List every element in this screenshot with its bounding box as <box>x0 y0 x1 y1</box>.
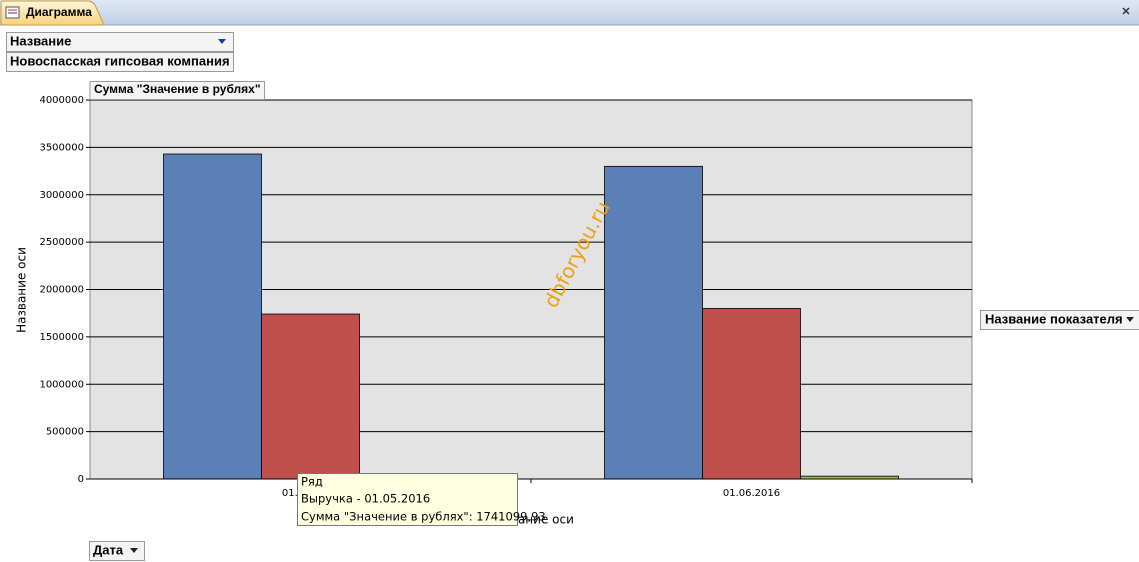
y-tick-label: 2000000 <box>39 285 84 296</box>
tooltip-line: Выручка - 01.05.2016 <box>301 492 430 506</box>
chart-title: Сумма "Значение в рублях" <box>94 82 261 96</box>
tooltip-line: Ряд <box>301 475 323 489</box>
dropdown-arrow <box>218 39 226 44</box>
chart: 0 500000 1000000 1500000 2000000 2500000 30000… <box>15 81 973 527</box>
dropdown-arrow <box>130 548 138 553</box>
close-button[interactable] <box>1122 7 1130 15</box>
y-tick-label: 2500000 <box>39 237 84 248</box>
series-field: Название показателя <box>985 311 1123 326</box>
category-field: Дата <box>93 542 124 557</box>
bar <box>163 153 262 480</box>
bar <box>604 165 703 480</box>
tooltip-line: Сумма "Значение в рублях": 1741099,93 <box>301 510 546 524</box>
series-field-button[interactable] <box>980 310 1139 330</box>
category-field-button[interactable] <box>89 541 145 561</box>
filter-field-button[interactable] <box>6 32 234 52</box>
y-tick-label: 3500000 <box>39 142 84 153</box>
y-tick-label: 1500000 <box>39 332 84 343</box>
y-tick-label: 4000000 <box>39 95 84 106</box>
bar <box>261 313 360 480</box>
chart-title-box <box>89 81 266 100</box>
y-tick-label: 1000000 <box>39 379 84 390</box>
x-tick-label: 01.06.2016 <box>723 488 780 499</box>
filter-field: Название <box>10 33 71 48</box>
tooltip: Ряд Выручка - 01.05.2016 Сумма "Значение… <box>297 473 546 526</box>
tab[interactable] <box>0 0 105 26</box>
y-tick-label: 500000 <box>46 427 84 438</box>
dropdown-arrow <box>1126 317 1134 322</box>
y-tick-label: 0 <box>78 474 84 485</box>
filter-value-box <box>6 52 234 72</box>
tab-bar <box>0 0 1139 25</box>
bar <box>702 308 801 480</box>
y-axis-title: Название оси <box>15 247 29 333</box>
tab-title: Диаграмма <box>26 5 92 19</box>
y-tick-label: 3000000 <box>39 190 84 201</box>
tooltip-box <box>297 473 518 526</box>
filter-value: Новоспасская гипсовая компания <box>10 53 230 68</box>
